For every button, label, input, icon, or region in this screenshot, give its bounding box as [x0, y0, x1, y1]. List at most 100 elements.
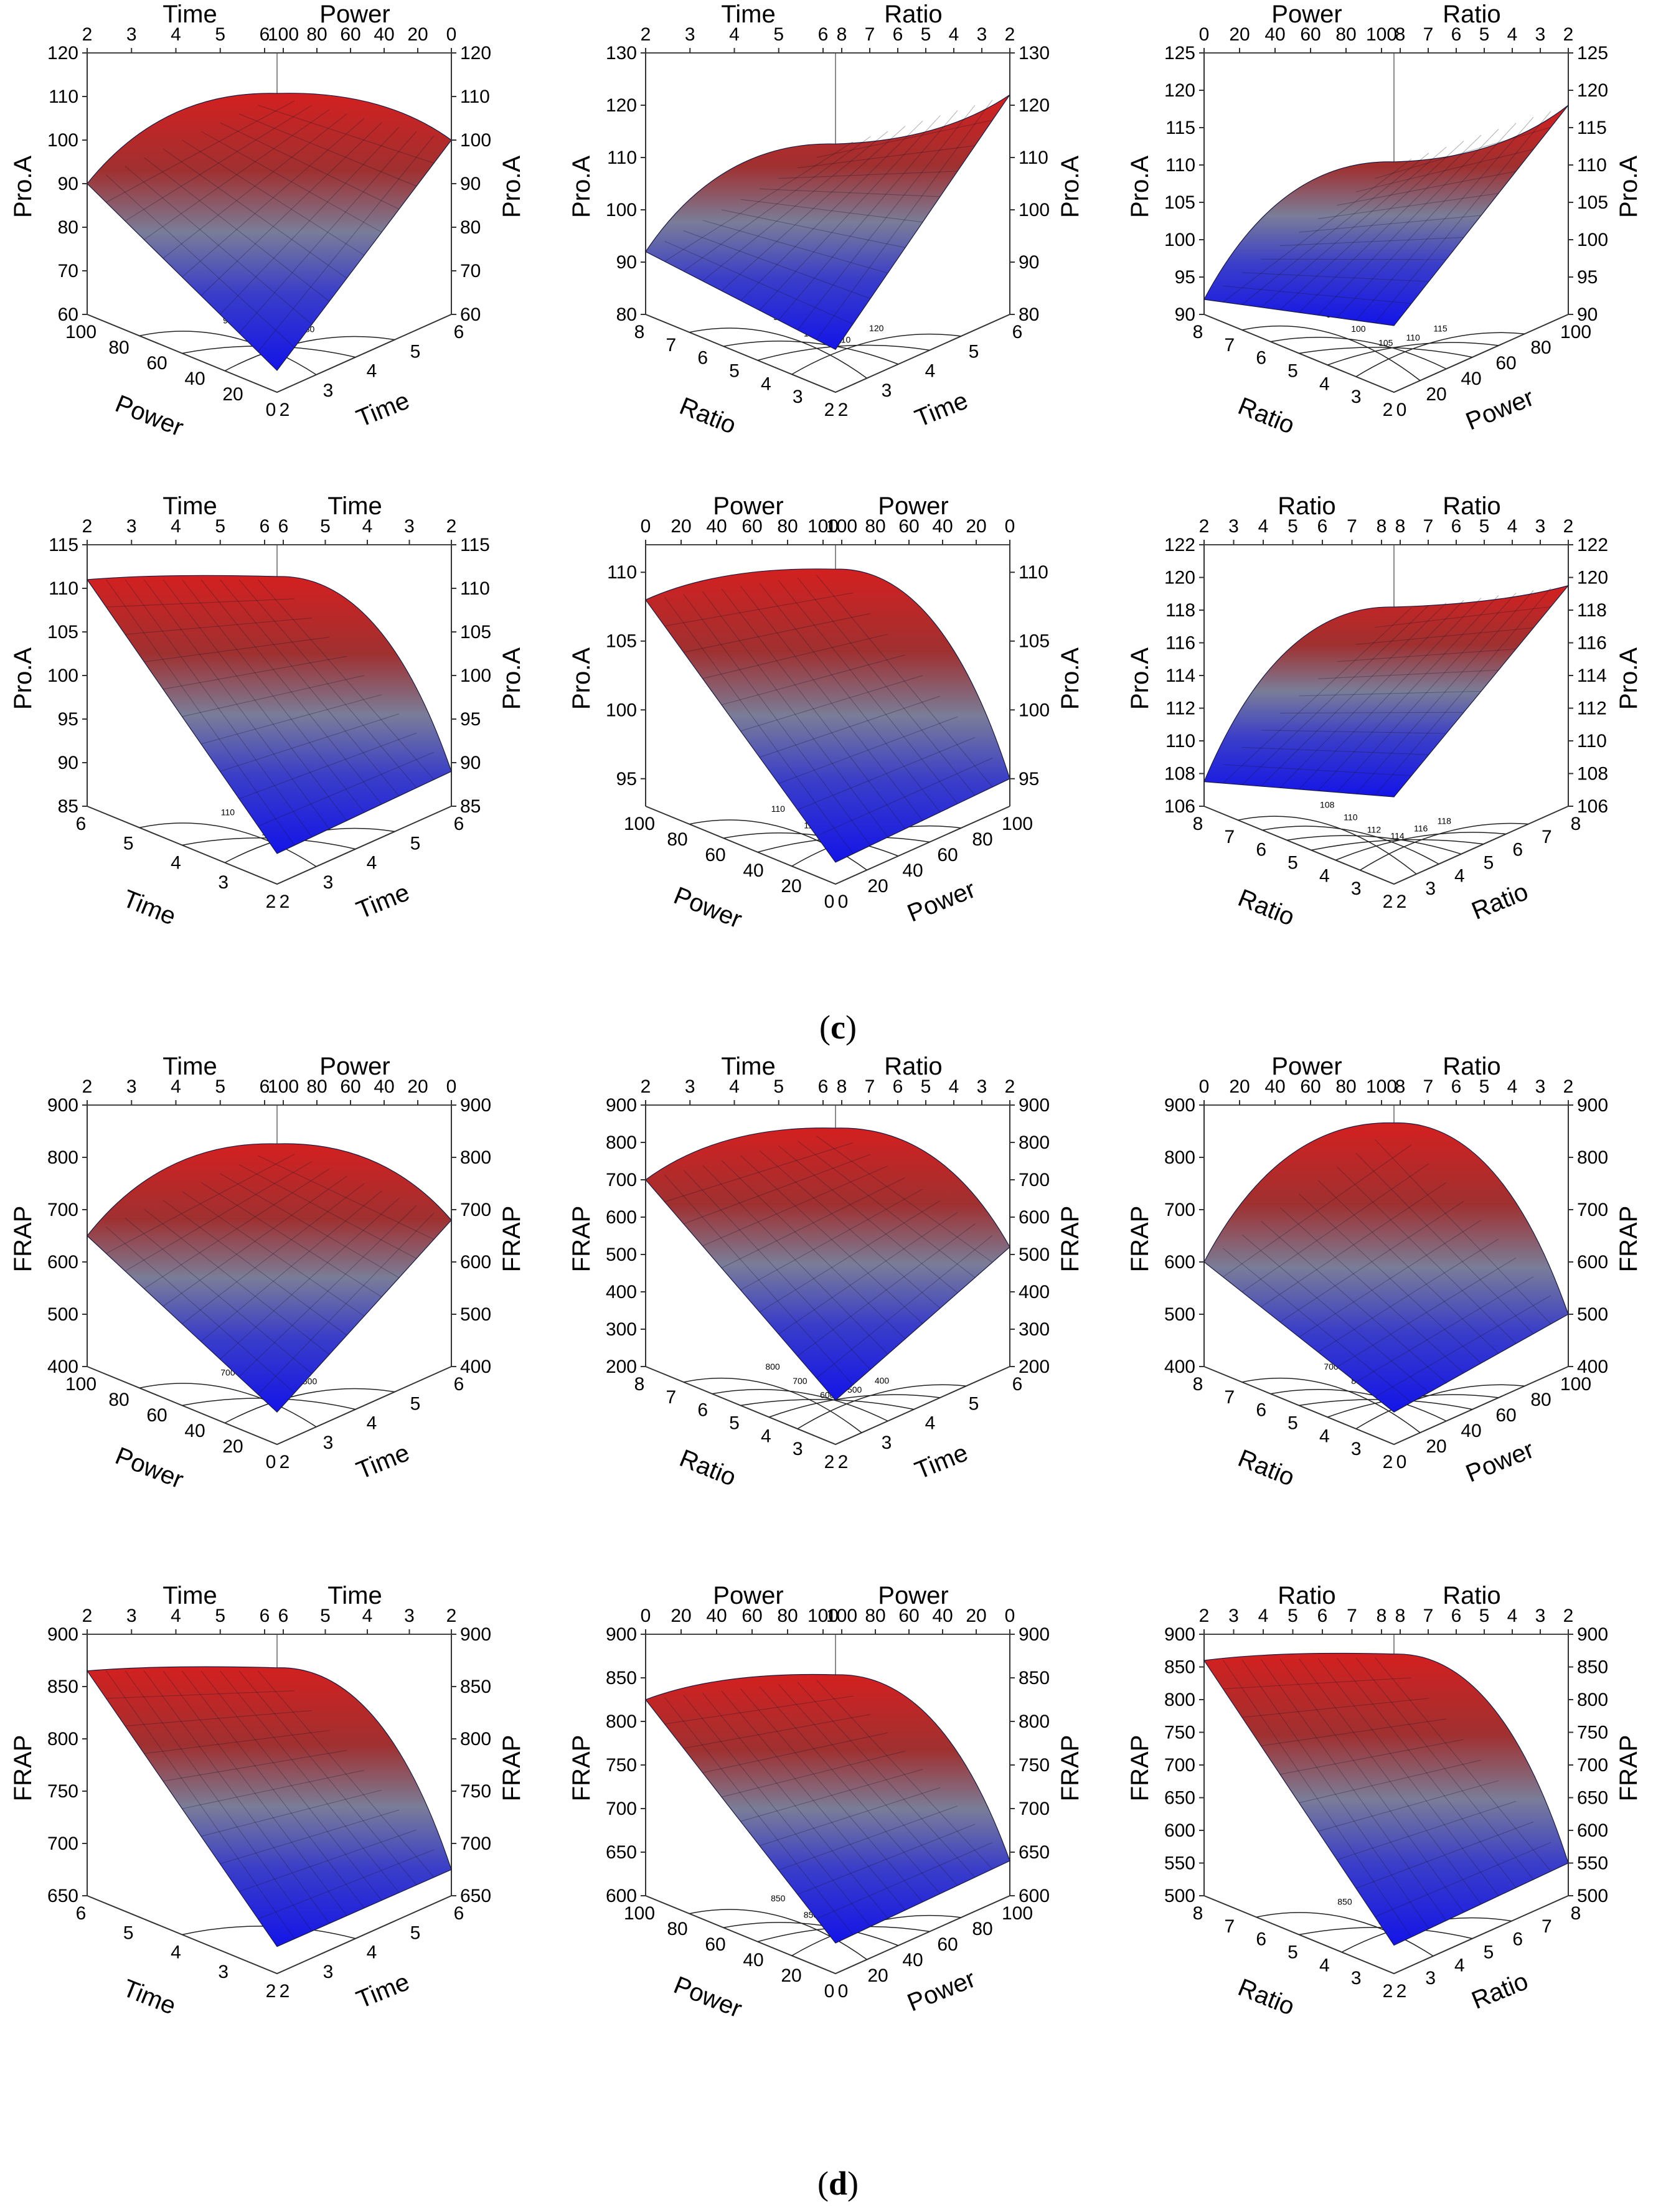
top-right-tick-label-7: 2	[1005, 1076, 1015, 1097]
bottom-right-tick-label-2: 3	[323, 872, 334, 893]
right-z-axis-title: Pro.A	[1057, 156, 1084, 218]
z-tick-label-right-2: 95	[1577, 267, 1598, 288]
surface-mesh-v-6	[200, 1670, 382, 1901]
surface-mesh-v-6	[759, 1686, 941, 1894]
surface-mesh-u-1	[106, 100, 295, 203]
surface-mesh-v-5	[1299, 215, 1482, 233]
z-tick-label-right-2: 90	[1019, 252, 1039, 273]
surface-mesh-v-8	[238, 1670, 417, 1886]
top-right-axis-title: Power	[319, 1053, 390, 1080]
top-left-axis-title: Time	[721, 1, 775, 28]
top-left-tick-label-1: 2	[1199, 516, 1210, 537]
z-tick-label-right-6: 116	[1577, 633, 1607, 654]
z-tick-label-left-5: 800	[1164, 1147, 1195, 1168]
response-surface	[1203, 1652, 1569, 1946]
top-left-tick-label-5: 6	[1317, 516, 1328, 537]
z-tick-label-left-6: 116	[1165, 633, 1195, 654]
surface-mesh-v-8	[238, 1164, 417, 1259]
z-tick-label-left-5: 850	[47, 1677, 78, 1697]
top-right-tick-label-6: 0	[446, 24, 457, 45]
surface-mesh-v-1	[1223, 285, 1412, 304]
top-right-tick-label-5: 4	[949, 24, 959, 45]
surface-mesh-u-7	[778, 1212, 958, 1335]
z-tick-label-left-7: 118	[1165, 600, 1195, 621]
bottom-right-tick-label-1: 0	[838, 892, 849, 912]
top-right-tick-label-4: 5	[921, 1076, 931, 1097]
surface-mesh-u-5	[740, 1769, 923, 1822]
top-right-tick-label-5: 4	[1507, 516, 1518, 537]
response-surface	[87, 1143, 452, 1413]
top-left-axis-title: Power	[1271, 1, 1342, 28]
bottom-right-tick-label-1: 2	[1396, 1981, 1407, 2002]
contour-line-1	[689, 327, 867, 379]
z-tick-label-right-5: 120	[1019, 95, 1050, 116]
z-tick-label-right-5: 114	[1577, 666, 1607, 686]
z-tick-label-left-1: 106	[1164, 796, 1195, 817]
z-tick-label-right-5: 850	[460, 1677, 491, 1697]
surface-mesh-u-5	[740, 1188, 923, 1291]
top-left-tick-label-4: 60	[741, 516, 762, 537]
top-left-tick-label-1: 2	[641, 24, 651, 45]
surface-mesh-v-7	[220, 122, 400, 210]
z-tick-label-left-6: 700	[606, 1170, 637, 1190]
top-left-tick-label-1: 0	[641, 516, 651, 537]
surface-mesh-v-8	[797, 145, 976, 169]
surface-mesh-v-3	[1261, 1221, 1447, 1383]
bottom-left-axis-title: Ratio	[676, 1444, 740, 1492]
contour-line-2	[1270, 336, 1447, 370]
contour-label-2: 700	[793, 1376, 807, 1386]
left-z-axis-title: Pro.A	[9, 156, 37, 218]
top-left-tick-label-4: 5	[773, 1076, 784, 1097]
surface-mesh-u-6	[200, 1190, 382, 1342]
surface-mesh-u-1	[664, 592, 854, 627]
top-left-tick-label-3: 4	[1258, 1606, 1269, 1626]
bottom-right-axis-title: Time	[352, 878, 413, 925]
bottom-left-tick-label-1: 6	[76, 814, 87, 834]
z-tick-label-right-8: 850	[1577, 1657, 1608, 1678]
contour-line-2	[723, 341, 899, 365]
top-right-tick-label-3: 60	[340, 24, 360, 45]
z-tick-label-right-9: 900	[1577, 1624, 1608, 1645]
top-left-tick-label-7: 8	[1377, 516, 1387, 537]
surface-mesh-v-4	[1279, 1207, 1464, 1373]
top-left-axis-title: Time	[721, 1053, 775, 1080]
top-right-tick-label-1: 8	[1395, 516, 1406, 537]
contour-line-1	[689, 1909, 867, 1960]
z-tick-label-right-2: 500	[1577, 1304, 1608, 1325]
chart-panel-2: 9010011012080809090100100110110120120130…	[568, 1, 1084, 440]
top-left-tick-label-4: 60	[1300, 24, 1321, 45]
z-tick-label-right-4: 800	[460, 1729, 491, 1749]
right-z-axis-title: FRAP	[1615, 1206, 1642, 1273]
top-right-tick-label-4: 5	[1479, 516, 1490, 537]
bottom-right-tick-label-6: 100	[1002, 814, 1033, 834]
z-tick-label-right-6: 110	[460, 87, 490, 107]
z-tick-label-left-8: 120	[1164, 568, 1195, 588]
surface-mesh-v-6	[759, 583, 941, 812]
surface-mesh-v-7	[1337, 1658, 1517, 1888]
surface-mesh-u-5	[740, 675, 923, 732]
top-left-tick-label-1: 0	[1199, 24, 1210, 45]
top-left-tick-label-3: 4	[729, 24, 740, 45]
top-left-tick-label-6: 100	[1366, 24, 1397, 45]
z-tick-label-left-4: 110	[607, 148, 637, 168]
z-tick-label-right-3: 80	[460, 217, 481, 238]
surface-mesh-u-1	[1223, 1677, 1412, 1690]
left-z-axis-title: Pro.A	[568, 156, 595, 218]
contour-label-2: 100	[1351, 324, 1366, 334]
z-tick-label-left-4: 700	[1164, 1200, 1195, 1220]
surface-mesh-u-3	[1261, 146, 1447, 308]
contour-line-1	[139, 1383, 317, 1428]
right-z-axis-title: FRAP	[1615, 1735, 1642, 1802]
contour-line-4	[1311, 839, 1484, 851]
top-left-tick-label-7: 8	[1377, 1606, 1387, 1626]
surface-mesh-v-2	[683, 1695, 871, 1927]
bottom-left-tick-label-5: 20	[781, 1965, 801, 1986]
top-right-tick-label-3: 4	[362, 1606, 373, 1626]
left-z-axis-title: FRAP	[1126, 1206, 1154, 1273]
z-tick-label-right-3: 400	[1019, 1282, 1050, 1302]
z-tick-label-right-1: 95	[1019, 769, 1039, 789]
z-tick-label-left-9: 122	[1164, 535, 1195, 555]
surface-mesh-v-7	[220, 1173, 400, 1278]
contour-line-3	[1286, 835, 1462, 855]
